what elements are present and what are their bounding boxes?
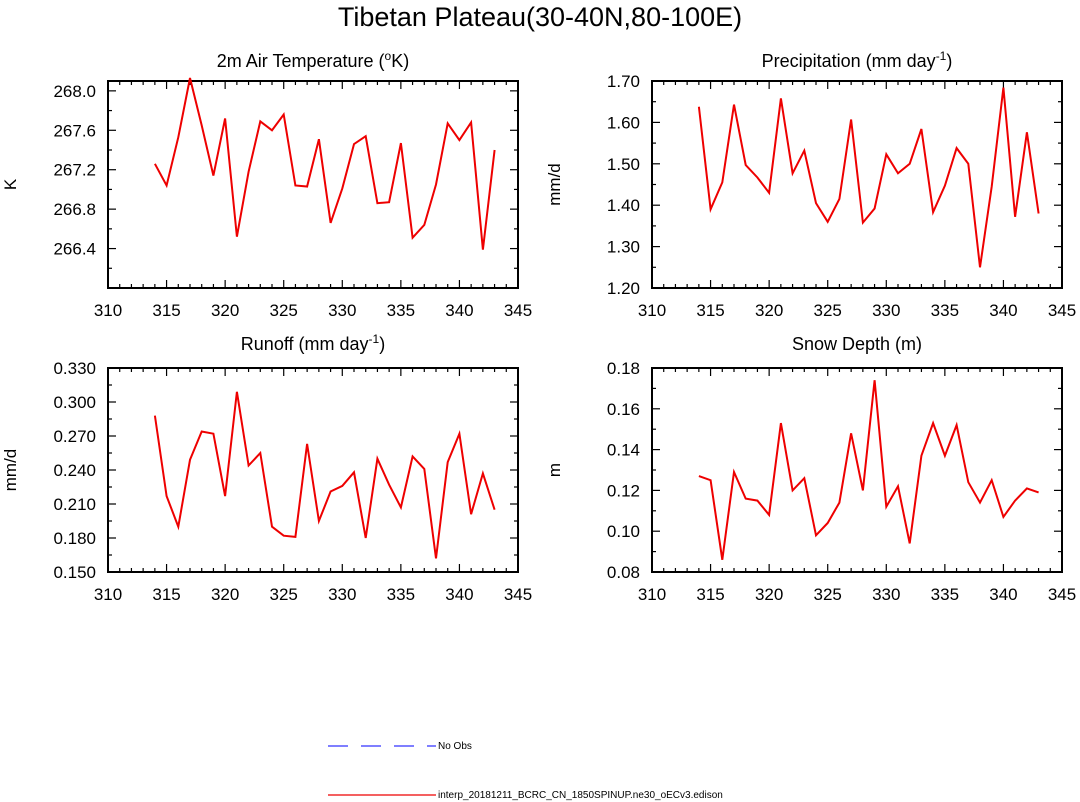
series-line xyxy=(154,77,496,250)
y-tick-label: 0.08 xyxy=(607,563,640,582)
panel-title: Runoff (mm day-1) xyxy=(241,332,385,354)
y-tick-label: 0.18 xyxy=(607,359,640,378)
x-tick-label: 345 xyxy=(504,585,532,604)
panel-title-text: Precipitation (mm day xyxy=(762,51,936,71)
y-axis-label: mm/d xyxy=(545,163,564,206)
y-tick-label: 267.6 xyxy=(53,121,96,140)
x-tick-label: 315 xyxy=(152,585,180,604)
x-tick-label: 310 xyxy=(94,301,122,320)
x-tick-label: 320 xyxy=(755,585,783,604)
y-tick-label: 1.30 xyxy=(607,238,640,257)
legend-label-model: interp_20181211_BCRC_CN_1850SPINUP.ne30_… xyxy=(438,790,723,801)
panel-title-superscript: -1 xyxy=(936,49,947,63)
panel-title: Snow Depth (m) xyxy=(792,334,922,354)
x-tick-label: 335 xyxy=(387,585,415,604)
legend-label-no-obs: No Obs xyxy=(438,741,472,752)
x-tick-label: 335 xyxy=(931,301,959,320)
x-tick-label: 335 xyxy=(931,585,959,604)
y-tick-label: 0.300 xyxy=(53,393,96,412)
x-tick-label: 320 xyxy=(211,301,239,320)
chart-panel-1: 310 315 320 325 330 335 340 345 266.4 266.8 267.2 2… xyxy=(1,49,532,320)
plot-frame xyxy=(107,367,519,573)
y-tick-label: 0.330 xyxy=(53,359,96,378)
panel-title-text: ) xyxy=(946,51,952,71)
y-tick-label: 1.60 xyxy=(607,113,640,132)
x-tick-label: 320 xyxy=(755,301,783,320)
panel-title-superscript: -1 xyxy=(369,332,380,346)
x-tick-label: 315 xyxy=(696,585,724,604)
y-tick-label: 266.8 xyxy=(53,200,96,219)
legend-lines xyxy=(328,745,436,796)
y-tick-label: 0.16 xyxy=(607,400,640,419)
y-tick-label: 0.210 xyxy=(53,495,96,514)
x-tick-label: 310 xyxy=(94,585,122,604)
x-tick-label: 340 xyxy=(989,301,1017,320)
x-tick-label: 340 xyxy=(445,301,473,320)
x-tick-label: 330 xyxy=(328,585,356,604)
y-axis-label: mm/d xyxy=(1,449,20,492)
series-line xyxy=(697,87,1040,268)
y-tick-label: 0.180 xyxy=(53,529,96,548)
panel-title-text: Runoff (mm day xyxy=(241,334,369,354)
plot-frame xyxy=(651,367,1063,573)
y-tick-label: 0.240 xyxy=(53,461,96,480)
series-line xyxy=(153,391,496,559)
y-tick-label: 1.50 xyxy=(607,155,640,174)
y-tick-label: 267.2 xyxy=(53,161,96,180)
plot-frame xyxy=(107,80,519,289)
y-axis-label: m xyxy=(545,463,564,477)
panel-title-text: 2m Air Temperature ( xyxy=(217,51,385,71)
x-tick-label: 345 xyxy=(1048,585,1076,604)
x-tick-label: 340 xyxy=(989,585,1017,604)
y-axis-label: K xyxy=(1,178,20,190)
x-tick-label: 330 xyxy=(328,301,356,320)
panel-title-text: K) xyxy=(391,51,409,71)
x-tick-label: 310 xyxy=(638,301,666,320)
chart-panel-4: 310 315 320 325 330 335 340 345 0.08 0.10 0.12 0.14… xyxy=(545,334,1076,604)
x-tick-label: 325 xyxy=(270,585,298,604)
y-tick-label: 0.12 xyxy=(607,481,640,500)
y-tick-label: 1.70 xyxy=(607,72,640,91)
panel-title-superscript: o xyxy=(385,49,392,63)
x-tick-label: 340 xyxy=(445,585,473,604)
x-tick-label: 315 xyxy=(152,301,180,320)
y-tick-label: 0.150 xyxy=(53,563,96,582)
x-tick-label: 325 xyxy=(270,301,298,320)
x-tick-label: 310 xyxy=(638,585,666,604)
x-tick-label: 345 xyxy=(504,301,532,320)
y-tick-label: 0.14 xyxy=(607,441,640,460)
series-line xyxy=(698,380,1039,560)
panel-title: 2m Air Temperature (oK) xyxy=(217,49,409,71)
x-tick-label: 325 xyxy=(814,301,842,320)
chart-panel-2: 310 315 320 325 330 335 340 345 1.20 1.30 1.40 1.50… xyxy=(545,49,1076,320)
x-tick-label: 330 xyxy=(872,585,900,604)
x-tick-label: 345 xyxy=(1048,301,1076,320)
panel-title: Precipitation (mm day-1) xyxy=(762,49,953,71)
x-tick-label: 325 xyxy=(814,585,842,604)
y-tick-label: 1.20 xyxy=(607,279,640,298)
chart-panel-3: 310 315 320 325 330 335 340 345 0.150 0.180 0.210 0… xyxy=(1,332,532,604)
x-tick-label: 335 xyxy=(387,301,415,320)
y-tick-label: 0.10 xyxy=(607,522,640,541)
x-tick-label: 320 xyxy=(211,585,239,604)
panel-title-text: Snow Depth (m) xyxy=(792,334,922,354)
x-tick-label: 330 xyxy=(872,301,900,320)
x-tick-label: 315 xyxy=(696,301,724,320)
figure-title: Tibetan Plateau(30-40N,80-100E) xyxy=(337,2,743,32)
y-tick-label: 1.40 xyxy=(607,196,640,215)
panel-title-text: ) xyxy=(379,334,385,354)
y-tick-label: 0.270 xyxy=(53,427,96,446)
y-tick-label: 268.0 xyxy=(53,82,96,101)
y-tick-label: 266.4 xyxy=(53,240,96,259)
